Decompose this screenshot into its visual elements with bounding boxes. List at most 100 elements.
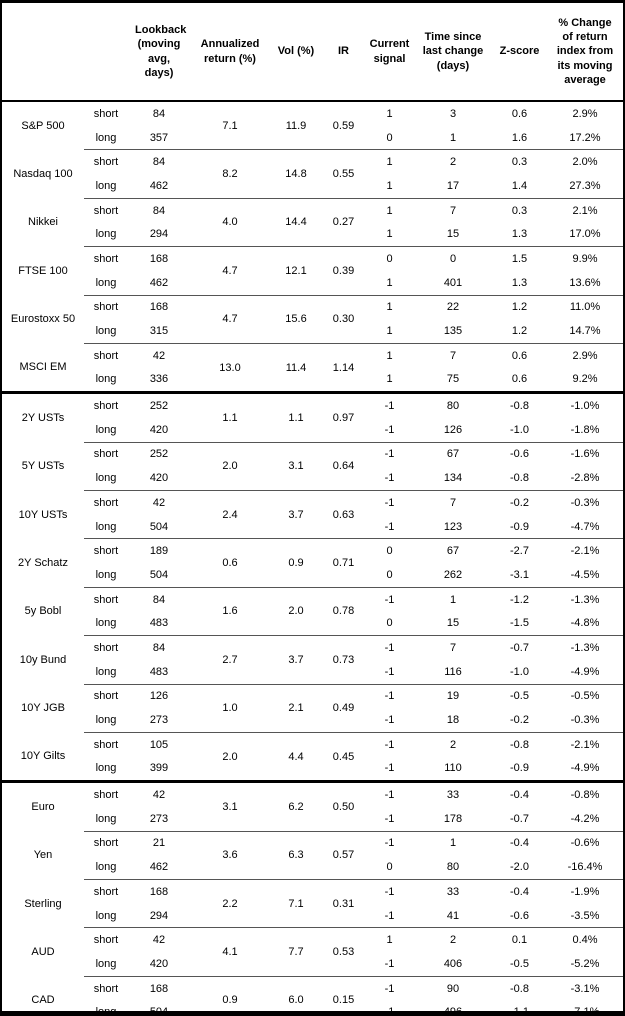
- annualized-return-value: 4.7: [190, 246, 270, 296]
- z-score-value: -1.0: [492, 659, 547, 685]
- signal-value: -1: [365, 659, 414, 685]
- ir-value: 0.27: [322, 198, 365, 248]
- time-since-value: 75: [414, 367, 492, 395]
- signal-value: -1: [365, 466, 414, 492]
- table-row: long 462 1 401 1.3 13.6%: [2, 270, 623, 296]
- signal-value: 0: [365, 611, 414, 637]
- lookback-value: 420: [128, 466, 190, 492]
- z-score-value: 0.6: [511, 349, 528, 362]
- time-since-value: 33: [446, 885, 460, 898]
- header-vol: Vol (%): [270, 3, 322, 102]
- ir-value: 0.30: [322, 295, 365, 344]
- lookback-value: 84: [152, 593, 166, 606]
- ir-value: 0.78: [322, 587, 365, 637]
- signal-value: 1: [386, 349, 393, 362]
- time-since-value: 19: [446, 690, 460, 703]
- time-since-value: 1: [449, 593, 457, 606]
- leg-label: short: [93, 301, 119, 314]
- lookback-value: 189: [149, 545, 169, 558]
- asset-name: Nasdaq 100: [13, 168, 73, 181]
- table-row: long 504 0 262 -3.1 -4.5%: [2, 563, 623, 588]
- z-score-value: -0.9: [492, 756, 547, 784]
- annualized-return-value: 2.7: [190, 635, 270, 685]
- annualized-return-value: 3.6: [190, 831, 270, 881]
- time-since-value: 41: [414, 903, 492, 929]
- z-score-value: -1.2: [510, 593, 529, 606]
- signal-value: -1: [384, 837, 395, 850]
- signal-value: -1: [384, 690, 395, 703]
- header-time-since: Time since last change (days): [414, 3, 492, 102]
- time-since-value: 1: [449, 837, 457, 850]
- time-since-value: 7: [449, 641, 457, 654]
- vol-value: 14.8: [270, 149, 322, 199]
- time-since-value: 2: [449, 156, 457, 169]
- pct-change-value: -16.4%: [547, 855, 623, 881]
- ir-value: 0.97: [322, 392, 365, 443]
- lookback-value: 21: [152, 837, 166, 850]
- signal-value: -1: [365, 756, 414, 784]
- table-row: long 336 1 75 0.6 9.2%: [2, 367, 623, 395]
- ir-value: 0.31: [322, 879, 365, 929]
- annualized-return-value: 7.1: [190, 101, 270, 151]
- z-score-value: 0.6: [492, 367, 547, 395]
- signal-value: 1: [386, 204, 393, 217]
- annualized-return-value: 2.0: [190, 732, 270, 784]
- time-since-value: 7: [449, 349, 457, 362]
- signal-value: 1: [365, 222, 414, 248]
- leg-label: short: [93, 789, 119, 802]
- lookback-value: 504: [128, 563, 190, 588]
- lookback-value: 462: [128, 270, 190, 296]
- table-row: long 273 -1 18 -0.2 -0.3%: [2, 708, 623, 733]
- table-row: 2Y Schatz short 189 0.6 0.9 0.71 0 67 -2.7 -2.1%: [2, 538, 623, 588]
- time-since-value: 178: [414, 806, 492, 832]
- pct-change-value: 0.4%: [572, 934, 598, 947]
- signal-value: -1: [384, 496, 395, 509]
- signal-value: -1: [384, 789, 395, 802]
- lookback-value: 273: [128, 708, 190, 733]
- signal-value: -1: [365, 903, 414, 929]
- lookback-value: 273: [128, 806, 190, 832]
- leg-label: long: [84, 174, 128, 199]
- vol-value: 7.7: [270, 927, 322, 977]
- asset-name: 2Y USTs: [21, 412, 65, 425]
- lookback-value: 504: [128, 514, 190, 540]
- time-since-value: 2: [449, 934, 457, 947]
- pct-change-value: -0.6%: [570, 837, 600, 850]
- pct-change-value: -1.3%: [570, 593, 600, 606]
- table-row: long 504 -1 496 -1.1 -7.1%: [2, 1000, 623, 1011]
- annualized-return-value: 4.1: [190, 927, 270, 977]
- signal-value: -1: [365, 514, 414, 540]
- annualized-return-value: 2.4: [190, 490, 270, 540]
- leg-label: short: [93, 885, 119, 898]
- time-since-value: 17: [414, 174, 492, 199]
- time-since-value: 18: [414, 708, 492, 733]
- vol-value: 6.0: [288, 994, 304, 1007]
- pct-change-value: -1.6%: [570, 448, 600, 461]
- leg-label: long: [84, 125, 128, 151]
- pct-change-value: 17.2%: [547, 125, 623, 151]
- table-row: FTSE 100 short 168 4.7 12.1 0.39 0 0 1.5 9.9%: [2, 246, 623, 296]
- header-pct-change: % Change of return index from its moving…: [547, 3, 623, 102]
- pct-change-value: 14.7%: [547, 319, 623, 344]
- pct-change-value: -0.3%: [547, 708, 623, 733]
- pct-change-value: -4.2%: [547, 806, 623, 832]
- table-row: long 315 1 135 1.2 14.7%: [2, 319, 623, 344]
- signal-value: -1: [365, 952, 414, 977]
- table-row: long 483 -1 116 -1.0 -4.9%: [2, 659, 623, 685]
- leg-label: long: [84, 367, 128, 395]
- vol-value: 3.7: [270, 490, 322, 540]
- ir-value: 0.49: [322, 684, 365, 733]
- pct-change-value: 17.0%: [547, 222, 623, 248]
- leg-label: short: [93, 349, 119, 362]
- time-since-value: 135: [414, 319, 492, 344]
- signal-value: 1: [386, 156, 393, 169]
- vol-value: 6.3: [270, 831, 322, 881]
- signal-value: 1: [365, 319, 414, 344]
- signal-value: -1: [384, 400, 395, 413]
- ir-value: 0.73: [322, 635, 365, 685]
- lookback-value: 336: [128, 367, 190, 395]
- pct-change-value: -4.7%: [547, 514, 623, 540]
- vol-value: 2.0: [270, 587, 322, 637]
- z-score-value: 1.4: [492, 174, 547, 199]
